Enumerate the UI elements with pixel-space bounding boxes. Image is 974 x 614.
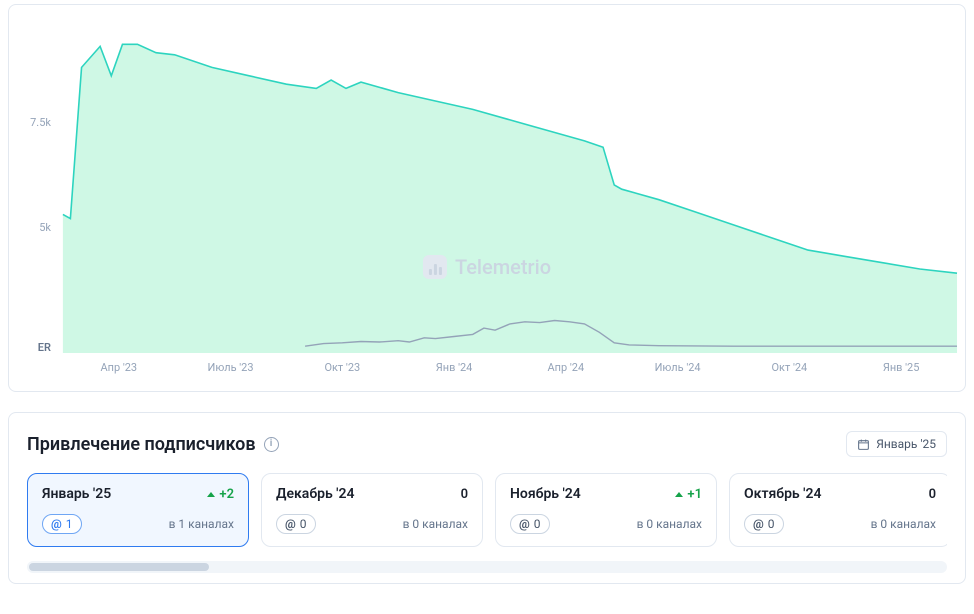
month-card[interactable]: Декабрь '240@ 0в 0 каналах bbox=[261, 473, 483, 547]
month-card[interactable]: Октябрь '240@ 0в 0 каналах bbox=[729, 473, 947, 547]
svg-text:Июль '23: Июль '23 bbox=[208, 361, 254, 374]
at-icon: @ bbox=[753, 517, 764, 531]
delta-value: +1 bbox=[675, 487, 702, 502]
mentions-count: 0 bbox=[534, 517, 541, 531]
month-card-bottom: @ 1 в 1 каналах bbox=[42, 514, 234, 534]
svg-text:Апр '24: Апр '24 bbox=[548, 361, 585, 374]
subscribers-chart[interactable]: 7.5k 5k ER Апр '23 Июль '23 Окт '23 Янв '24 Апр… bbox=[13, 13, 961, 383]
cards-scrollbar-track[interactable] bbox=[27, 561, 947, 573]
month-card-top: Декабрь '24 0 bbox=[276, 486, 468, 502]
month-card-top: Январь '25 +2 bbox=[42, 486, 234, 502]
channels-text: в 0 каналах bbox=[871, 517, 936, 531]
month-label: Октябрь '24 bbox=[744, 486, 821, 502]
mentions-count: 0 bbox=[300, 517, 307, 531]
channels-text: в 0 каналах bbox=[403, 517, 468, 531]
month-card-top: Октябрь '24 0 bbox=[744, 486, 936, 502]
subscribers-chart-card: 7.5k 5k ER Апр '23 Июль '23 Окт '23 Янв '24 Апр… bbox=[8, 4, 966, 392]
svg-text:Окт '24: Окт '24 bbox=[772, 361, 808, 374]
delta-value: +2 bbox=[207, 487, 234, 502]
at-icon: @ bbox=[285, 517, 296, 531]
month-card-bottom: @ 0 в 0 каналах bbox=[276, 514, 468, 534]
svg-text:Июль '24: Июль '24 bbox=[655, 361, 701, 374]
month-label: Ноябрь '24 bbox=[510, 486, 581, 502]
mentions-count: 0 bbox=[768, 517, 775, 531]
info-icon[interactable]: i bbox=[264, 437, 279, 452]
month-card-bottom: @ 0 в 0 каналах bbox=[510, 514, 702, 534]
mentions-badge[interactable]: @ 0 bbox=[510, 514, 550, 534]
svg-text:Апр '23: Апр '23 bbox=[100, 361, 137, 374]
subscriber-acquisition-panel: Привлечение подписчиков i Январь '25 Янв… bbox=[8, 412, 966, 584]
mentions-count: 1 bbox=[66, 517, 73, 531]
caret-up-icon bbox=[675, 492, 683, 497]
month-cards-row: Январь '25+2@ 1в 1 каналахДекабрь '240@ … bbox=[27, 473, 947, 551]
mentions-badge[interactable]: @ 1 bbox=[42, 514, 82, 534]
at-icon: @ bbox=[51, 517, 62, 531]
svg-text:7.5k: 7.5k bbox=[30, 116, 51, 129]
delta-value: 0 bbox=[929, 487, 936, 502]
date-filter-button[interactable]: Январь '25 bbox=[846, 431, 947, 457]
month-label: Январь '25 bbox=[42, 486, 111, 502]
panel-title: Привлечение подписчиков i bbox=[27, 434, 279, 455]
mentions-badge[interactable]: @ 0 bbox=[276, 514, 316, 534]
svg-text:Окт '23: Окт '23 bbox=[324, 361, 360, 374]
month-card[interactable]: Ноябрь '24 +1 @ 0 в 0 каналах bbox=[495, 473, 717, 547]
svg-text:ER: ER bbox=[38, 341, 51, 354]
caret-up-icon bbox=[207, 492, 215, 497]
at-icon: @ bbox=[519, 517, 530, 531]
panel-title-text: Привлечение подписчиков bbox=[27, 434, 256, 455]
svg-text:5k: 5k bbox=[39, 221, 51, 234]
month-card-bottom: @ 0 в 0 каналах bbox=[744, 514, 936, 534]
month-card-top: Ноябрь '24 +1 bbox=[510, 486, 702, 502]
date-filter-label: Январь '25 bbox=[876, 437, 936, 451]
delta-value: 0 bbox=[461, 487, 468, 502]
calendar-icon bbox=[857, 438, 870, 451]
channels-text: в 1 каналах bbox=[169, 517, 234, 531]
month-card[interactable]: Январь '25 +2 @ 1 в 1 каналах bbox=[27, 473, 249, 547]
cards-scrollbar-thumb[interactable] bbox=[29, 563, 209, 571]
svg-text:Янв '24: Янв '24 bbox=[436, 361, 473, 374]
panel-header: Привлечение подписчиков i Январь '25 bbox=[27, 431, 947, 457]
mentions-badge[interactable]: @ 0 bbox=[744, 514, 784, 534]
channels-text: в 0 каналах bbox=[637, 517, 702, 531]
svg-text:Янв '25: Янв '25 bbox=[883, 361, 920, 374]
month-label: Декабрь '24 bbox=[276, 486, 354, 502]
